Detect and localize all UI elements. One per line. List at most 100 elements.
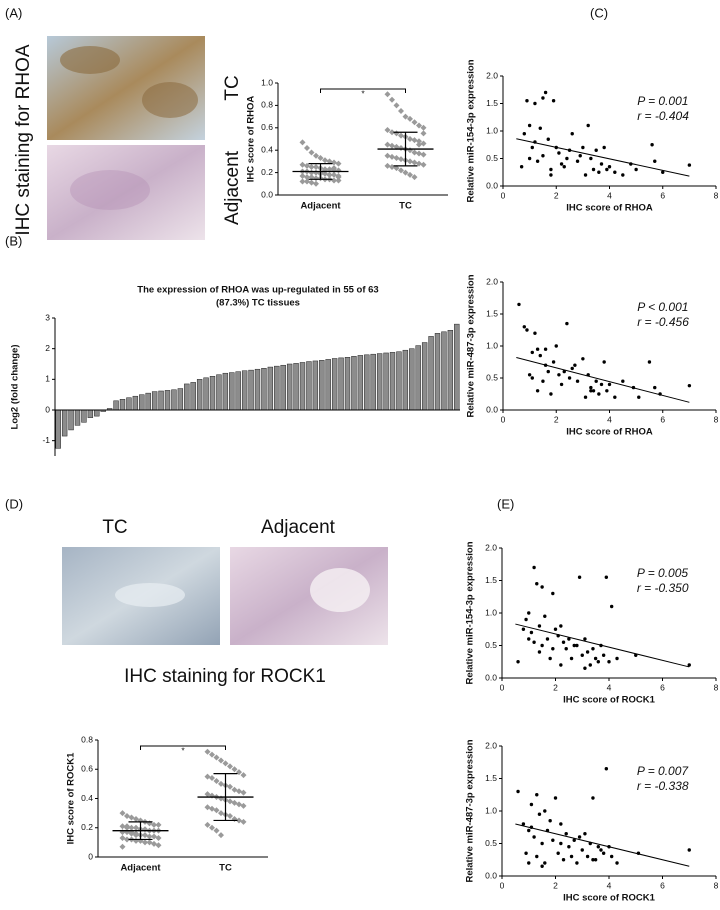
bar	[184, 383, 190, 411]
bar	[428, 336, 434, 411]
data-point	[585, 650, 590, 654]
bar	[447, 330, 454, 411]
ihc-image	[47, 145, 205, 240]
data-point	[650, 143, 654, 147]
y-axis-label: IHC score of ROCK1	[66, 752, 77, 845]
bar	[235, 371, 241, 411]
bar	[364, 354, 370, 411]
data-point	[569, 854, 574, 859]
bar	[434, 333, 441, 411]
y-tick-label: 0.5	[485, 838, 497, 848]
data-point	[541, 96, 545, 100]
y-tick-label: 0.4	[261, 144, 273, 154]
data-point	[562, 369, 566, 374]
bar	[171, 389, 177, 411]
y-axis-label: Log2 (fold change)	[10, 345, 21, 430]
bar	[370, 353, 376, 411]
data-point	[535, 347, 540, 351]
bar	[306, 361, 312, 411]
data-point	[532, 640, 536, 644]
data-point	[326, 171, 333, 178]
data-point	[609, 854, 614, 859]
data-point	[304, 162, 310, 169]
x-tick-label: 8	[714, 190, 719, 200]
data-point	[538, 126, 542, 130]
data-point	[602, 360, 606, 364]
y-tick-label: 0.2	[81, 822, 93, 832]
error-bar	[128, 821, 153, 841]
y-axis-label: Relative miR-487-3p expression	[466, 274, 477, 417]
data-point	[530, 376, 534, 380]
data-point	[304, 178, 310, 185]
data-point	[416, 141, 422, 148]
y-axis-label: Relative miR-154-3p expression	[465, 541, 476, 684]
bar	[196, 379, 203, 411]
data-point	[538, 353, 542, 358]
bar	[94, 409, 100, 417]
y-axis-label: Relative miR-154-3p expression	[466, 59, 477, 202]
data-point	[299, 172, 306, 179]
data-point	[155, 821, 162, 828]
data-point	[561, 858, 566, 862]
annotation: r = -0.338	[637, 779, 689, 793]
data-point	[661, 170, 665, 174]
data-point	[231, 766, 238, 773]
data-point	[398, 108, 404, 114]
data-point	[567, 845, 571, 849]
data-point	[389, 142, 395, 149]
x-tick-label: 4	[607, 190, 612, 200]
data-point	[119, 810, 126, 817]
data-point	[227, 763, 233, 770]
data-point	[537, 624, 542, 628]
data-point	[516, 660, 520, 664]
data-point	[596, 845, 600, 849]
data-point	[213, 777, 220, 784]
data-point	[621, 379, 625, 383]
data-point	[521, 822, 526, 826]
data-point	[393, 155, 400, 162]
data-point	[554, 344, 558, 348]
x-tick-label: 6	[660, 190, 665, 200]
bar	[241, 370, 248, 411]
x-tick-label: 2	[554, 414, 559, 424]
data-point	[209, 751, 215, 758]
tissue	[115, 583, 185, 607]
bar	[68, 409, 74, 431]
data-point	[604, 575, 609, 579]
data-point	[551, 647, 555, 651]
y-tick-label: 1.5	[486, 98, 498, 108]
data-point	[299, 139, 306, 146]
x-tick-label: 0	[501, 190, 506, 200]
data-point	[605, 389, 609, 393]
bar	[402, 349, 409, 411]
y-axis-label: IHC score of RHOA	[246, 96, 257, 183]
data-point	[549, 167, 553, 172]
error-bar	[308, 163, 333, 180]
data-point	[597, 392, 601, 396]
bar	[389, 352, 396, 411]
data-point	[549, 392, 553, 396]
data-point	[231, 799, 238, 806]
data-point	[535, 159, 540, 163]
data-point	[559, 382, 564, 387]
data-point	[128, 824, 135, 831]
data-point	[591, 167, 596, 172]
y-tick-label: -1	[42, 435, 50, 445]
y-tick-label: 0.0	[261, 189, 273, 199]
y-tick-label: 0	[45, 404, 50, 414]
y-tick-label: 2	[45, 343, 50, 353]
data-point	[599, 382, 604, 387]
bar	[151, 391, 158, 411]
data-point	[570, 132, 574, 136]
data-point	[533, 101, 537, 106]
data-point	[596, 660, 600, 664]
y-tick-label: 0.5	[486, 372, 498, 382]
trend-line	[515, 823, 690, 867]
y-tick-label: 0.8	[81, 734, 93, 744]
data-point	[589, 389, 593, 393]
panel-label: (B)	[5, 233, 22, 248]
x-axis-label: IHC score of RHOA	[566, 427, 653, 438]
bar	[357, 355, 364, 411]
annotation: P = 0.005	[637, 566, 689, 580]
